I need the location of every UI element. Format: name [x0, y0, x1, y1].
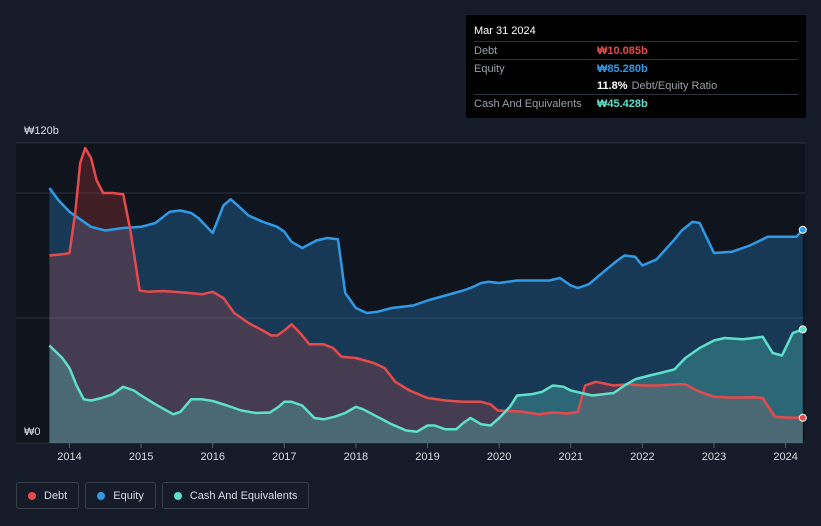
- legend-item-cash[interactable]: Cash And Equivalents: [161, 482, 310, 509]
- x-tick-label: 2016: [200, 451, 225, 463]
- legend-item-equity[interactable]: Equity: [85, 482, 156, 509]
- debt-line: [49, 146, 803, 420]
- legend-item-debt[interactable]: Debt: [16, 482, 80, 509]
- tooltip-row-cash: Cash And Equivalents ₩45.428b: [474, 94, 798, 112]
- equity-area: [49, 188, 803, 443]
- cash-dot-icon: [173, 491, 182, 500]
- cash-and-equivalents-area: [49, 329, 803, 443]
- legend-equity-label: Equity: [113, 489, 144, 502]
- legend-cash-label: Cash And Equivalents: [189, 489, 298, 502]
- data-tooltip: Mar 31 2024 Debt ₩10.085b Equity ₩85.280…: [466, 15, 806, 118]
- x-tick-label: 2017: [272, 451, 297, 463]
- debt-endpoint: [798, 413, 807, 422]
- cash-and-equivalents-line: [48, 328, 804, 434]
- x-tick-label: 2014: [57, 451, 82, 463]
- x-tick-label: 2023: [701, 451, 727, 463]
- tooltip-ratio-value: 11.8%: [597, 79, 628, 92]
- x-tick-label: 2022: [630, 451, 655, 463]
- tooltip-cash-value: ₩45.428b: [597, 97, 648, 110]
- tooltip-row-ratio: 11.8% Debt/Equity Ratio: [474, 77, 798, 94]
- x-tick-label: 2020: [486, 451, 512, 463]
- cash-and-equivalents-endpoint: [798, 325, 807, 334]
- tooltip-row-equity: Equity ₩85.280b: [474, 59, 798, 77]
- equity-endpoint: [798, 225, 807, 234]
- y-tick-label-min: ₩0: [24, 426, 41, 438]
- tooltip-equity-label: Equity: [474, 62, 505, 75]
- x-tick-label: 2019: [415, 451, 440, 463]
- tooltip-debt-value: ₩10.085b: [597, 44, 648, 57]
- legend-debt-label: Debt: [44, 489, 68, 502]
- x-tick-label: 2018: [343, 451, 369, 463]
- tooltip-date: Mar 31 2024: [474, 25, 536, 37]
- y-tick-label-max: ₩120b: [24, 125, 59, 137]
- chart-legend: Debt Equity Cash And Equivalents: [16, 482, 310, 509]
- debt-area: [49, 148, 803, 443]
- tooltip-row-debt: Debt ₩10.085b: [474, 41, 798, 59]
- tooltip-cash-label: Cash And Equivalents: [474, 97, 582, 110]
- tooltip-ratio-label: Debt/Equity Ratio: [631, 79, 718, 92]
- equity-line: [48, 187, 804, 315]
- debt-dot-icon: [28, 491, 36, 500]
- tooltip-debt-label: Debt: [474, 44, 498, 57]
- x-tick-label: 2024: [773, 451, 798, 463]
- equity-dot-icon: [97, 491, 106, 500]
- x-tick-label: 2021: [558, 451, 583, 463]
- x-tick-label: 2015: [128, 451, 154, 463]
- tooltip-equity-value: ₩85.280b: [597, 62, 648, 75]
